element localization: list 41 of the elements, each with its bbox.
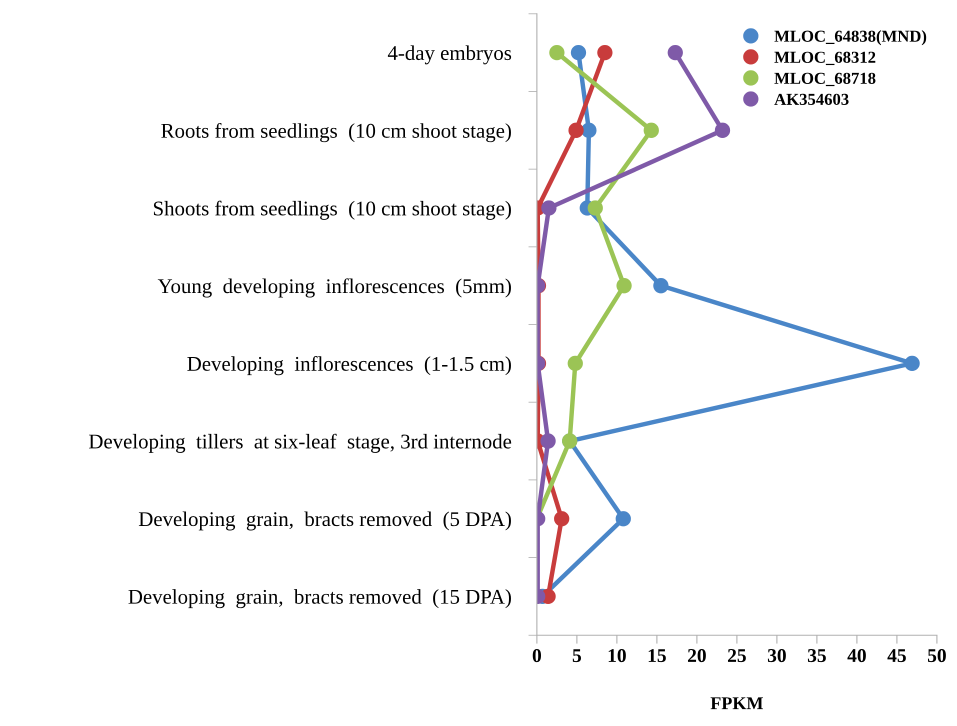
y-tick-label: Young developing inflorescences (5mm): [158, 278, 511, 298]
point: [714, 122, 730, 138]
legend-label: AK354603: [774, 94, 849, 105]
y-tick-label: Shoots from seedlings (10 cm shoot stage): [154, 200, 511, 220]
x-tick-label: 35: [808, 649, 826, 662]
point: [616, 278, 632, 294]
point: [549, 44, 565, 60]
point: [668, 44, 683, 60]
x-tick-label: 30: [768, 649, 786, 662]
point: [616, 511, 631, 526]
point: [644, 122, 659, 138]
point: [554, 511, 570, 526]
x-tick-label: 40: [847, 649, 866, 662]
point: [904, 356, 920, 371]
x-tick-label: 25: [728, 649, 746, 662]
y-tick-label: Developing inflorescences (1-1.5 cm): [187, 356, 511, 376]
legend-label: MLOC_68718: [774, 72, 876, 86]
point: [653, 278, 669, 294]
point: [568, 356, 583, 371]
x-tick-label: 45: [887, 649, 906, 662]
x-axis-title: FPKM: [710, 697, 763, 710]
point: [540, 433, 556, 449]
legend-label: MLOC_68312: [774, 52, 876, 66]
legend-label: MLOC_64838(MND): [774, 30, 926, 46]
point: [597, 44, 613, 60]
point: [581, 122, 597, 138]
point: [570, 44, 586, 60]
x-tick-label: 5: [572, 649, 582, 662]
y-tick-label: Developing grain, bracts removed (5 DPA): [138, 512, 511, 530]
x-tick-label: 0: [532, 649, 541, 662]
x-tick-label: 15: [648, 649, 666, 662]
y-tick-label: 4-day embryos: [388, 45, 512, 64]
y-tick-label: Roots from seedlings (10 cm shoot stage): [161, 122, 511, 142]
point: [568, 122, 584, 138]
y-tick-label: Developing tillers at six-leaf stage, 3rd internode: [88, 434, 512, 453]
y-tick-label: Developing grain, bracts removed (15 DPA): [128, 589, 511, 608]
x-tick-label: 50: [928, 649, 946, 662]
point: [588, 200, 603, 216]
x-tick-label: 10: [608, 649, 626, 662]
point: [541, 200, 557, 216]
x-tick-label: 20: [688, 649, 706, 662]
